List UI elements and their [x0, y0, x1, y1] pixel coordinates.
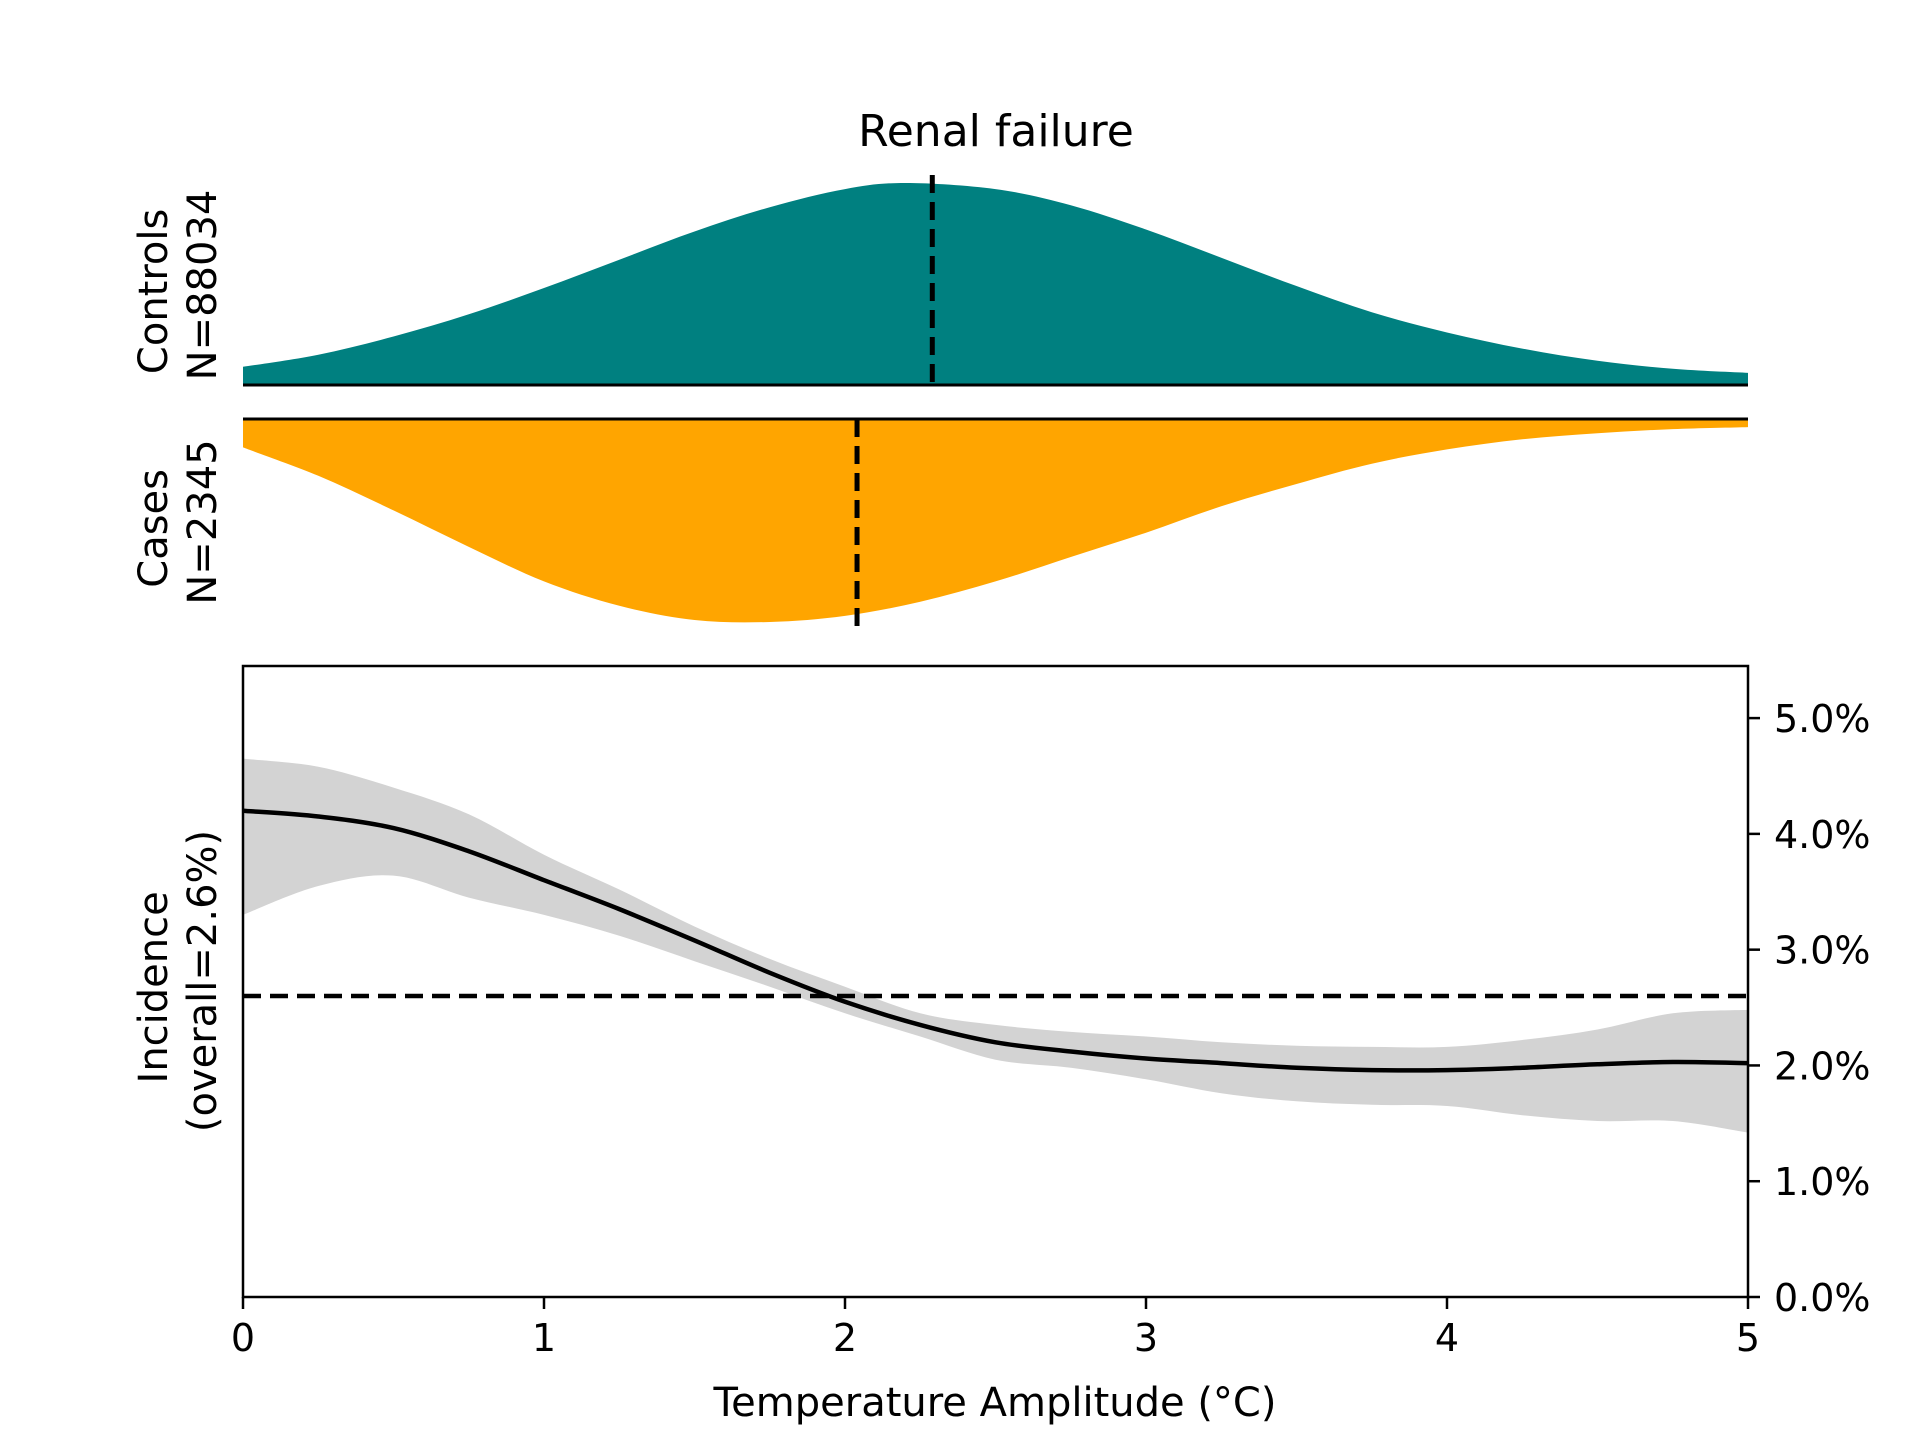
cases-label-name: Cases: [131, 469, 177, 588]
y-tick-label: 2.0%: [1774, 1044, 1871, 1088]
chart-title: Renal failure: [858, 106, 1134, 157]
cases-density-area: [243, 419, 1748, 623]
y-axis-label-title: Incidence: [131, 891, 177, 1083]
x-tick-label: 4: [1435, 1316, 1459, 1360]
controls-density-panel: Controls N=88034: [131, 175, 1748, 387]
y-tick-label: 3.0%: [1774, 929, 1871, 973]
x-tick-label: 3: [1134, 1316, 1158, 1360]
incidence-line: [242, 808, 1749, 1073]
y-tick-label: 5.0%: [1774, 697, 1871, 741]
controls-label-count: N=88034: [180, 190, 226, 381]
y-tick-label: 4.0%: [1774, 813, 1871, 857]
y-tick-label: 1.0%: [1774, 1160, 1871, 1204]
x-tick-label: 5: [1736, 1316, 1760, 1360]
x-tick-label: 2: [833, 1316, 857, 1360]
y-tick-label: 0.0%: [1774, 1276, 1871, 1320]
x-tick-label: 0: [231, 1316, 255, 1360]
y-axis-ticks: 0.0% 1.0% 2.0% 3.0% 4.0% 5.0%: [1748, 697, 1871, 1320]
cases-density-panel: Cases N=2345: [131, 417, 1748, 630]
cases-label-count: N=2345: [180, 439, 226, 604]
x-tick-label: 1: [532, 1316, 556, 1360]
confidence-band: [243, 758, 1748, 1133]
controls-label: Controls N=88034: [131, 190, 226, 381]
controls-density-area: [243, 183, 1748, 385]
y-axis-label-overall: (overall=2.6%): [180, 830, 226, 1132]
controls-label-name: Controls: [131, 209, 177, 374]
plot-frame: [241, 664, 1750, 1299]
cases-label: Cases N=2345: [131, 439, 226, 604]
x-axis-ticks: 0 1 2 3 4 5: [231, 1297, 1760, 1360]
x-axis-label: Temperature Amplitude (°C): [713, 1380, 1277, 1426]
incidence-panel: 0 1 2 3 4 5 0.0% 1.0% 2.0% 3.0% 4.0% 5.0% Temperat…: [131, 664, 1871, 1426]
y-axis-label: Incidence (overall=2.6%): [131, 830, 226, 1132]
